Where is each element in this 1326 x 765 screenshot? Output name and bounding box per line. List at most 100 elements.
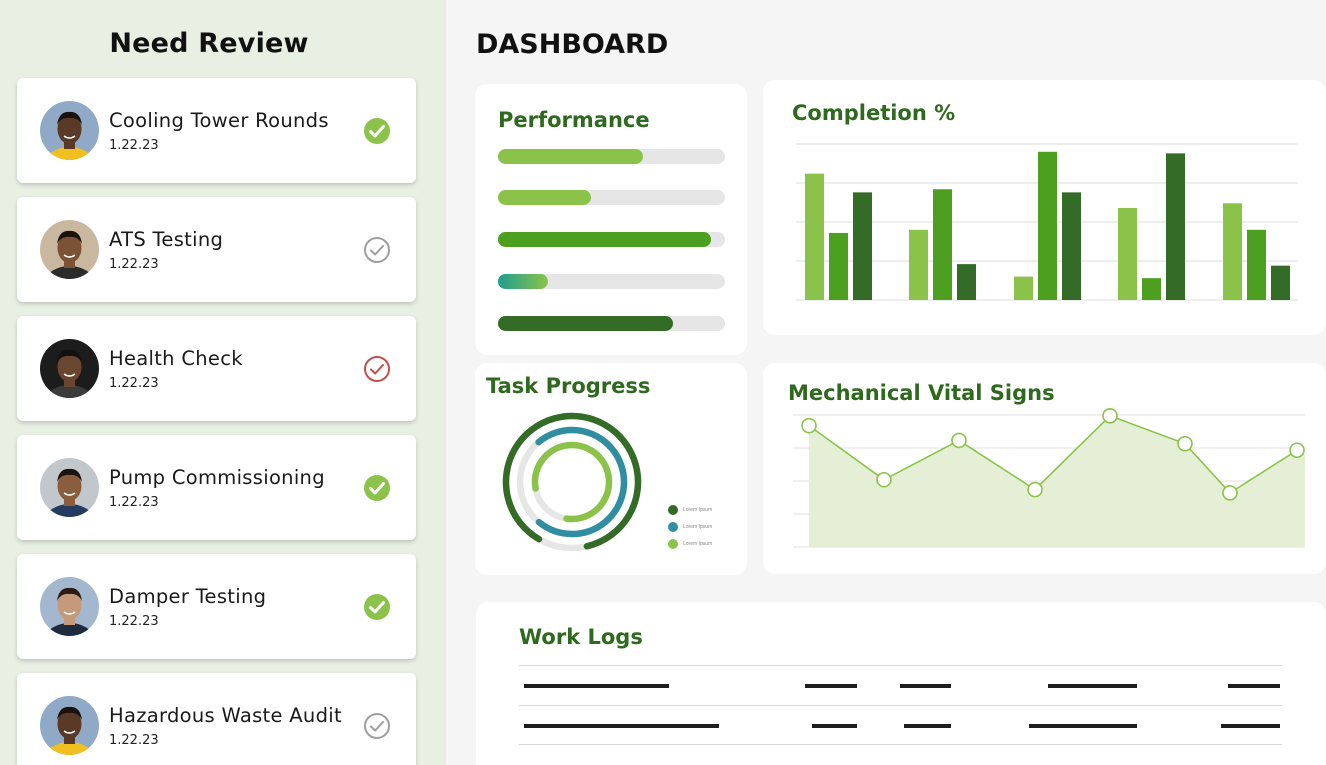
review-item[interactable]: Hazardous Waste Audit 1.22.23 (17, 673, 416, 765)
vital-signs-point (1177, 435, 1193, 452)
work-log-cell (1228, 684, 1280, 688)
work-log-cell (1029, 724, 1137, 728)
review-item[interactable]: ATS Testing 1.22.23 (17, 197, 416, 302)
check-circle-outline-icon[interactable] (363, 712, 391, 740)
sidebar-title: Need Review (109, 28, 309, 59)
performance-bar-fill (498, 232, 712, 247)
completion-bar (957, 264, 976, 300)
review-item-title: Damper Testing (109, 585, 267, 608)
vital-signs-title: Mechanical Vital Signs (788, 381, 1055, 405)
completion-bar (805, 173, 824, 300)
performance-bar-fill (498, 190, 592, 205)
completion-panel: Completion % (763, 80, 1326, 335)
review-item-title: Cooling Tower Rounds (109, 109, 329, 132)
avatar (40, 458, 99, 517)
review-item-title: Health Check (109, 347, 243, 370)
check-circle-filled-icon[interactable] (363, 593, 391, 621)
completion-bar (1118, 207, 1137, 300)
review-item-title: Hazardous Waste Audit (109, 704, 342, 727)
legend-label: Lorem Ipsum (683, 507, 713, 513)
check-circle-filled-icon[interactable] (363, 474, 391, 502)
completion-bar (1062, 192, 1081, 300)
legend-swatch (668, 522, 678, 532)
review-item-date: 1.22.23 (109, 495, 159, 510)
work-log-cell (812, 724, 857, 728)
legend-label: Lorem Ipsum (683, 541, 713, 547)
legend-label: Lorem Ipsum (683, 524, 713, 530)
avatar (40, 101, 99, 160)
completion-bar (1223, 203, 1242, 300)
review-item-date: 1.22.23 (109, 733, 159, 748)
work-log-cell (900, 684, 951, 688)
legend-swatch (668, 505, 678, 515)
task-progress-rings (502, 412, 642, 552)
performance-bar-fill (498, 316, 673, 331)
vital-signs-panel: Mechanical Vital Signs (763, 363, 1326, 574)
completion-bar (1166, 153, 1185, 300)
vital-signs-area-chart (793, 407, 1305, 548)
work-log-divider (519, 705, 1282, 706)
review-item-date: 1.22.23 (109, 138, 159, 153)
work-log-cell (904, 724, 951, 728)
completion-bar-chart (796, 143, 1298, 301)
task-progress-title: Task Progress (486, 374, 651, 398)
review-item[interactable]: Health Check 1.22.23 (17, 316, 416, 421)
legend-swatch (668, 539, 678, 549)
completion-bar (853, 192, 872, 300)
check-circle-outline-icon[interactable] (363, 236, 391, 264)
check-circle-filled-icon[interactable] (363, 117, 391, 145)
performance-bar-fill (498, 274, 548, 289)
review-item-date: 1.22.23 (109, 257, 159, 272)
completion-bar (1014, 276, 1033, 300)
review-item[interactable]: Pump Commissioning 1.22.23 (17, 435, 416, 540)
check-circle-outline-icon[interactable] (363, 355, 391, 383)
vital-signs-point (801, 417, 817, 434)
completion-bar (909, 229, 928, 300)
work-log-divider (519, 744, 1282, 745)
review-item-date: 1.22.23 (109, 614, 159, 629)
vital-signs-point (951, 432, 967, 449)
progress-ring-arc (516, 426, 628, 538)
review-item[interactable]: Cooling Tower Rounds 1.22.23 (17, 78, 416, 183)
performance-bar-fill (498, 149, 644, 164)
work-log-cell (524, 724, 719, 728)
vital-signs-point (1222, 485, 1238, 501)
vital-signs-line (808, 414, 1298, 494)
review-item-title: Pump Commissioning (109, 466, 325, 489)
vital-signs-point (1027, 481, 1043, 498)
completion-bar (1247, 229, 1266, 300)
completion-title: Completion % (792, 101, 956, 125)
avatar (40, 696, 99, 755)
work-logs-title: Work Logs (519, 625, 643, 649)
avatar (40, 577, 99, 636)
performance-title: Performance (498, 108, 650, 132)
completion-bar (1271, 265, 1290, 300)
work-log-cell (805, 684, 857, 688)
performance-bar-track (498, 149, 725, 164)
avatar (40, 339, 99, 398)
work-log-cell (524, 684, 669, 688)
completion-bar (933, 189, 952, 300)
avatar (40, 220, 99, 279)
performance-bar-track (498, 316, 725, 331)
completion-bar (1142, 278, 1161, 300)
performance-bar-track (498, 190, 725, 205)
work-log-cell (1221, 724, 1280, 728)
dashboard-title: DASHBOARD (476, 29, 669, 60)
progress-ring-arc (502, 412, 642, 552)
progress-ring-arc (531, 441, 613, 523)
vital-signs-point (1289, 442, 1305, 459)
performance-bar-track (498, 232, 725, 247)
vital-signs-point (1102, 407, 1118, 424)
work-log-divider (519, 665, 1282, 666)
performance-panel: Performance (475, 84, 747, 355)
work-log-cell (1048, 684, 1137, 688)
completion-bar (1038, 151, 1057, 300)
work-logs-panel: Work Logs (476, 602, 1326, 765)
review-item-date: 1.22.23 (109, 376, 159, 391)
vital-signs-point (876, 471, 892, 488)
performance-bar-track (498, 274, 725, 289)
completion-bar (829, 232, 848, 300)
review-item[interactable]: Damper Testing 1.22.23 (17, 554, 416, 659)
review-item-title: ATS Testing (109, 228, 224, 251)
